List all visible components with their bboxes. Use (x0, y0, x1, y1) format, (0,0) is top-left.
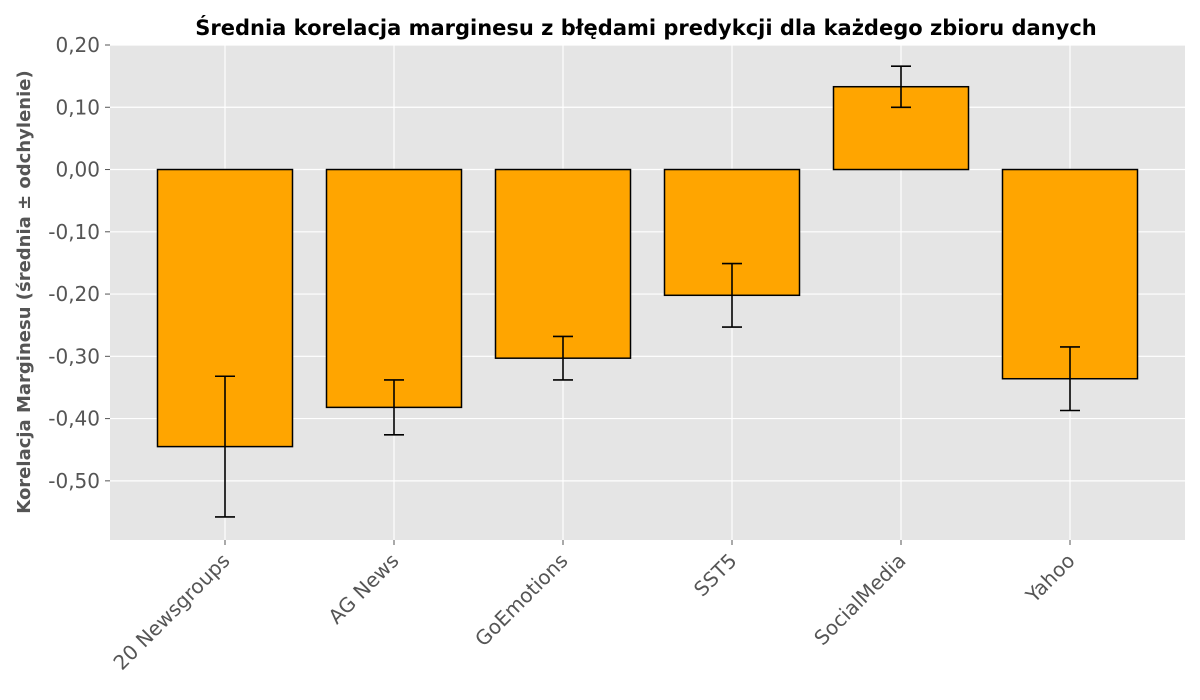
y-tick-label: 0,10 (55, 95, 100, 119)
x-tick-label: AG News (323, 549, 403, 629)
error-bar (384, 379, 404, 436)
y-tick-label: -0,50 (48, 469, 100, 493)
chart-title: Średnia korelacja marginesu z błędami pr… (195, 15, 1096, 40)
bar-ag-news (325, 168, 463, 409)
y-axis-label: Korelacja Marginesu (średnia ± odchyleni… (14, 70, 35, 513)
y-tick-label: 0,00 (55, 158, 100, 182)
y-tick-label: -0,40 (48, 407, 100, 431)
bar-goemotions (494, 168, 632, 359)
x-tick-label: SocialMedia (809, 549, 910, 650)
bars (156, 85, 1139, 448)
error-bar (553, 335, 573, 381)
y-tick-label: -0,10 (48, 220, 100, 244)
error-bar (1060, 346, 1080, 412)
bar-sst5 (663, 168, 801, 297)
x-tick-label: Yahoo (1020, 549, 1079, 608)
x-tick-label: 20 Newsgroups (108, 549, 234, 675)
error-bars (215, 65, 1080, 518)
error-bar (722, 262, 742, 328)
bar-yahoo (1001, 168, 1139, 380)
y-tick-label: 0,20 (55, 33, 100, 57)
y-tick-label: -0,30 (48, 344, 100, 368)
x-axis-ticks: 20 Newsgroups AG News GoEmotions SST5 Social… (108, 540, 1080, 675)
y-tick-label: -0,20 (48, 282, 100, 306)
x-tick-label: GoEmotions (470, 549, 572, 651)
error-bar (891, 65, 911, 109)
x-tick-label: SST5 (689, 549, 742, 602)
y-axis-ticks: 0,20 0,10 0,00 -0,10 -0,20 -0,30 -0,40 -0,50 (48, 33, 110, 493)
error-bar (215, 375, 235, 518)
